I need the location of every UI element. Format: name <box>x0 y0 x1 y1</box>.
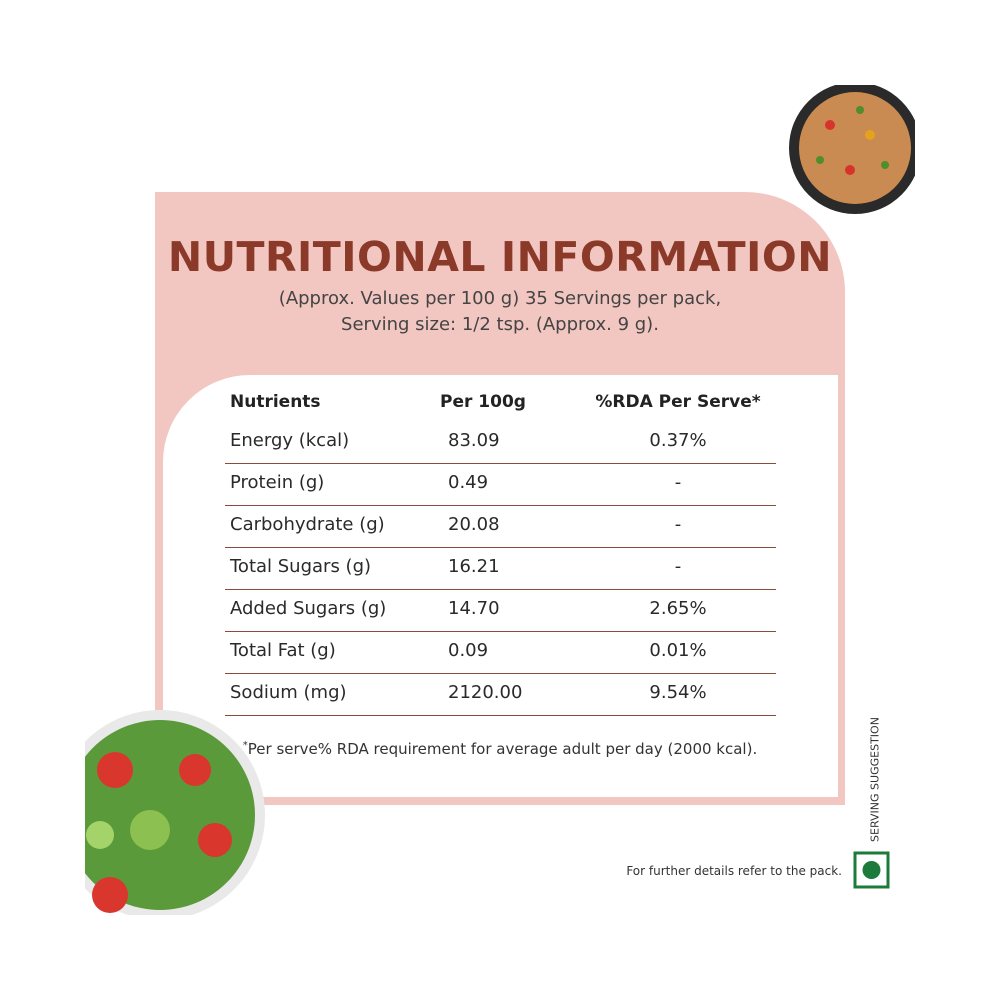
row-divider <box>225 547 776 548</box>
cell: 0.37% <box>649 430 707 451</box>
cell: - <box>674 556 682 577</box>
side-label: SERVING SUGGESTION <box>868 717 882 842</box>
row-divider <box>225 505 776 506</box>
cell: 0.01% <box>649 640 707 661</box>
veg-dot <box>862 861 881 879</box>
cell: Total Sugars (g) <box>230 556 372 577</box>
cell: Sodium (mg) <box>230 682 347 703</box>
cell: Carbohydrate (g) <box>230 514 385 535</box>
row-divider <box>225 673 776 674</box>
footnote-marker: * <box>242 740 248 751</box>
cell: 16.21 <box>448 556 500 577</box>
cell: Energy (kcal) <box>230 430 350 451</box>
cell: Added Sugars (g) <box>230 598 387 619</box>
row-divider <box>225 589 776 590</box>
cell: - <box>674 514 682 535</box>
cell: Total Fat (g) <box>230 640 336 661</box>
pack-note: For further details refer to the pack. <box>626 864 842 878</box>
subtitle-line: Serving size: 1/2 tsp. (Approx. 9 g). <box>341 314 659 335</box>
footnote-text: Per serve% RDA requirement for average a… <box>247 740 758 758</box>
cell: 2120.00 <box>448 682 523 703</box>
cell: 83.09 <box>448 430 500 451</box>
cell: Protein (g) <box>230 472 325 493</box>
salad-bowl <box>85 710 265 915</box>
cell: 9.54% <box>649 682 707 703</box>
veg-mark <box>853 851 890 889</box>
rice-bowl <box>789 85 915 214</box>
row-divider <box>225 631 776 632</box>
footnote: *Per serve% RDA requirement for average … <box>0 740 1000 758</box>
column-header: Nutrients <box>230 392 321 412</box>
row-divider <box>225 715 776 716</box>
cell: 2.65% <box>649 598 707 619</box>
cell: 20.08 <box>448 514 500 535</box>
cell: 14.70 <box>448 598 500 619</box>
subtitle-line: (Approx. Values per 100 g) 35 Servings p… <box>278 288 722 309</box>
row-divider <box>225 463 776 464</box>
column-header: Per 100g <box>440 392 526 412</box>
column-header: %RDA Per Serve* <box>595 392 761 412</box>
cell: 0.49 <box>448 472 489 493</box>
panel-body <box>163 375 838 797</box>
title: NUTRITIONAL INFORMATION <box>167 233 833 281</box>
cell: 0.09 <box>448 640 489 661</box>
cell: - <box>674 472 682 493</box>
